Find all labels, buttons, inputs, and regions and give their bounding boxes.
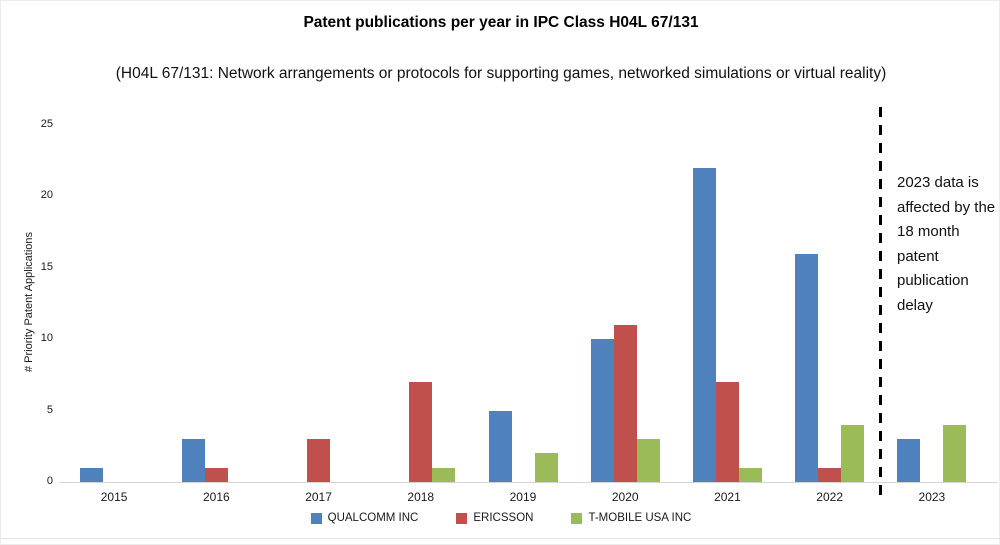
x-tick-label-2019: 2019 <box>509 490 537 504</box>
bar-ericsson-2017 <box>307 439 331 482</box>
legend-swatch-icon <box>571 512 583 524</box>
bar-t-mobile-usa-inc-2023 <box>943 424 967 482</box>
bar-t-mobile-usa-inc-2021 <box>738 467 762 482</box>
y-tick-label-0: 0 <box>46 475 53 487</box>
x-tick-label-2016: 2016 <box>202 490 230 504</box>
y-tick-label-15: 15 <box>40 260 53 273</box>
x-tick-label-2017: 2017 <box>305 490 332 504</box>
bar-ericsson-2022 <box>818 467 842 482</box>
legend-label: T-MOBILE USA INC <box>588 512 692 524</box>
legend-item-qualcomm-inc: QUALCOMM INC <box>310 512 419 524</box>
bar-t-mobile-usa-inc-2019 <box>534 453 558 482</box>
legend-swatch-icon <box>310 512 322 524</box>
bar-qualcomm-inc-2020 <box>590 339 614 482</box>
legend-label: ERICSSON <box>473 512 534 524</box>
y-tick-label-10: 10 <box>40 332 53 345</box>
y-tick-label-25: 25 <box>40 118 53 130</box>
annotation-text: 2023 data is affected by the 18 month pa… <box>897 174 996 314</box>
bar-ericsson-2020 <box>613 324 637 482</box>
bar-t-mobile-usa-inc-2022 <box>841 424 865 482</box>
x-tick-label-2020: 2020 <box>611 490 639 504</box>
bar-t-mobile-usa-inc-2018 <box>432 467 456 482</box>
legend-item-t-mobile-usa-inc: T-MOBILE USA INC <box>571 512 691 524</box>
bar-qualcomm-inc-2023 <box>897 439 921 482</box>
forecast-divider-dashed-line <box>879 107 882 499</box>
bar-qualcomm-inc-2015 <box>79 467 103 482</box>
bar-qualcomm-inc-2019 <box>488 410 512 482</box>
y-tick-label-5: 5 <box>46 403 53 416</box>
bar-qualcomm-inc-2022 <box>795 253 819 482</box>
bar-ericsson-2018 <box>409 382 433 482</box>
chart-title: Patent publications per year in IPC Clas… <box>303 14 699 31</box>
x-tick-label-2015: 2015 <box>100 490 128 504</box>
legend-swatch-icon <box>456 512 468 524</box>
x-tick-label-2021: 2021 <box>714 490 741 504</box>
legend-label: QUALCOMM INC <box>327 512 419 524</box>
legend: QUALCOMM INC ERICSSON T-MOBILE USA INC <box>1 512 1000 524</box>
bar-ericsson-2021 <box>715 382 739 482</box>
legend-item-ericsson: ERICSSON <box>456 512 533 524</box>
x-tick-label-2023: 2023 <box>918 490 946 504</box>
bar-qualcomm-inc-2021 <box>692 167 716 482</box>
bar-t-mobile-usa-inc-2020 <box>636 439 660 482</box>
y-axis-title: # Priority Patent Applications <box>23 231 35 373</box>
chart-subtitle: (H04L 67/131: Network arrangements or pr… <box>115 65 887 82</box>
x-axis-line <box>59 482 998 483</box>
chart-bottom-border <box>1 538 1000 539</box>
x-tick-label-2018: 2018 <box>407 490 435 504</box>
x-tick-label-2022: 2022 <box>816 490 843 504</box>
bar-qualcomm-inc-2016 <box>181 439 205 482</box>
y-tick-label-20: 20 <box>40 189 53 202</box>
bar-ericsson-2016 <box>204 467 228 482</box>
plot-area <box>63 125 983 482</box>
